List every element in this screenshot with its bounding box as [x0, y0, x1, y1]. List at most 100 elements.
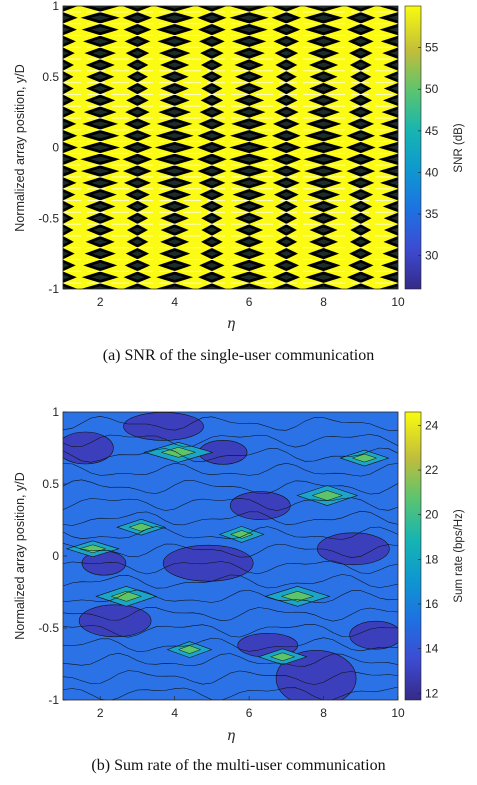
heatmap-cell-mid	[205, 38, 219, 44]
heatmap-cell-mid	[316, 85, 331, 92]
heatmap-cell-mid	[90, 133, 110, 139]
heatmap-cell-mid	[204, 156, 220, 162]
heatmap-peak	[177, 645, 202, 654]
heatmap-cell-mid	[239, 6, 260, 9]
heatmap-cell-min	[381, 189, 398, 201]
heatmap-cell-mid	[390, 74, 398, 80]
heatmap-cell-mid	[278, 156, 294, 162]
heatmap-cell-mid	[316, 97, 332, 103]
heatmap-cell-mid	[316, 239, 331, 245]
heatmap-cell-mid	[355, 97, 367, 103]
heatmap-cell-mid	[164, 156, 185, 162]
heatmap-cell-mid	[63, 38, 70, 44]
heatmap-cell-min	[271, 6, 302, 12]
contour-line	[63, 416, 398, 431]
contour-line	[63, 652, 398, 667]
heatmap-cell-mid	[239, 133, 259, 139]
heatmap-cell-mid	[389, 192, 398, 198]
heatmap-cell-mid	[166, 192, 183, 198]
heatmap-cell-mid	[239, 168, 259, 174]
chart-b-x-label: η	[227, 728, 236, 744]
heatmap-cell-min	[63, 165, 78, 177]
heatmap-cell-mid	[389, 38, 398, 44]
b-y-tick-label: -0.5	[38, 621, 59, 635]
heatmap-cell-mid	[388, 26, 398, 33]
heatmap-cell-mid	[206, 239, 218, 245]
heatmap-cell-mid	[131, 192, 144, 198]
heatmap-cell-mid	[167, 62, 182, 68]
contour-line	[63, 526, 398, 540]
heatmap-cell-mid	[63, 109, 70, 115]
heatmap-cell-mid	[353, 274, 368, 280]
b-colorbar-tick-label: 24	[425, 418, 439, 432]
chart-a-colorbar	[404, 5, 422, 290]
heatmap-cell-mid	[131, 62, 143, 68]
heatmap-cell-mid	[280, 97, 292, 103]
heatmap-cell-mid	[241, 97, 257, 103]
heatmap-low-region	[229, 491, 291, 520]
heatmap-cell-mid	[388, 286, 398, 289]
heatmap-cell-mid	[278, 6, 294, 9]
heatmap-cell-mid	[353, 144, 369, 151]
heatmap-cell-mid	[390, 62, 398, 68]
heatmap-cell-mid	[315, 109, 332, 115]
heatmap-cell-mid	[313, 156, 334, 162]
heatmap-cell-mid	[315, 262, 333, 269]
heatmap-cell-mid	[205, 180, 219, 186]
heatmap-cell-mid	[355, 85, 367, 92]
heatmap-cell-mid	[278, 15, 294, 21]
heatmap-cell-mid	[279, 286, 294, 289]
heatmap-cell-mid	[90, 26, 110, 33]
heatmap-cell-mid	[388, 133, 398, 139]
heatmap-cell-mid	[240, 109, 258, 115]
heatmap-cell-mid	[390, 215, 398, 221]
heatmap-cell-mid	[390, 251, 398, 257]
heatmap-cell-mid	[63, 180, 70, 186]
heatmap-cell-mid	[280, 215, 292, 221]
heatmap-cell-mid	[166, 109, 183, 115]
heatmap-cell-min	[63, 189, 76, 201]
heatmap-low-region	[78, 604, 152, 638]
heatmap-cell-mid	[204, 274, 219, 280]
heatmap-cell-mid	[167, 85, 182, 92]
heatmap-cell-mid	[354, 121, 368, 127]
heatmap-cell-mid	[241, 50, 257, 56]
heatmap-cell-mid	[167, 97, 183, 103]
heatmap-cell-mid	[92, 62, 108, 68]
heatmap-cell-min	[379, 23, 398, 36]
heatmap-cell-mid	[131, 50, 144, 56]
heatmap-cell-mid	[280, 50, 293, 56]
heatmap-cell-mid	[131, 251, 144, 257]
heatmap-cell-mid	[130, 274, 145, 280]
heatmap-cell-min	[378, 283, 398, 289]
heatmap-cell-mid	[388, 6, 398, 9]
contour-line	[63, 510, 398, 526]
chart-a-x-ticks: 2 4 6 8 10	[97, 285, 405, 309]
heatmap-cell-mid	[130, 168, 145, 174]
heatmap-cell-mid	[354, 262, 368, 269]
chart-b-heatmap-marks	[63, 412, 398, 700]
heatmap-low-region	[123, 412, 204, 441]
heatmap-cell-min	[345, 6, 376, 12]
heatmap-cell-mid	[91, 192, 109, 198]
heatmap-cell-mid	[241, 215, 257, 221]
heatmap-cell-min	[383, 224, 398, 236]
heatmap-cell-mid	[92, 239, 108, 245]
heatmap-cell-mid	[279, 274, 294, 280]
contour-line	[63, 637, 398, 652]
heatmap-cell-mid	[165, 180, 184, 186]
heatmap-peak	[229, 530, 254, 539]
heatmap-cell-mid	[63, 85, 69, 92]
heatmap-cell-mid	[206, 85, 218, 92]
heatmap-cell-mid	[388, 180, 398, 186]
heatmap-cell-mid	[205, 192, 219, 198]
heatmap-cell-mid	[90, 168, 110, 174]
heatmap-cell-min	[63, 153, 78, 165]
heatmap-cell-mid	[93, 227, 108, 233]
heatmap-cell-mid	[315, 192, 332, 198]
chart-b: 2 4 6 8 10 -1-0.500.51 η Normalized array po…	[13, 405, 465, 744]
heatmap-cell-mid	[93, 215, 108, 221]
heatmap-cell-mid	[167, 203, 183, 210]
heatmap-cell-mid	[240, 262, 258, 269]
heatmap-cell-mid	[315, 203, 332, 210]
